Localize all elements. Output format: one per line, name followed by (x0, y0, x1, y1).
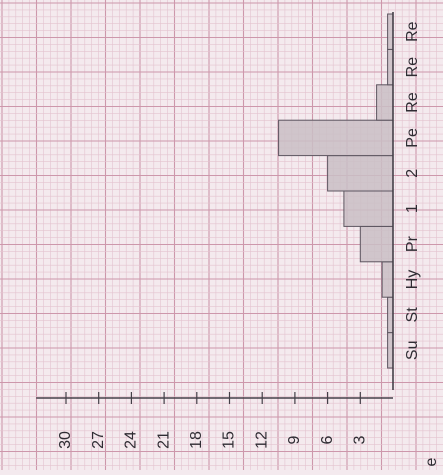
value-tick-label: 12 (253, 431, 270, 449)
bar (381, 261, 394, 298)
category-tick-label: 2 (404, 169, 421, 178)
value-tick-label: 9 (286, 435, 303, 444)
category-tick-label: Re (404, 57, 421, 78)
category-tick-label: 1 (404, 204, 421, 213)
bars (278, 13, 394, 369)
category-tick-label: Re (404, 21, 421, 42)
value-tick-label: 18 (188, 431, 205, 449)
bar (387, 13, 394, 50)
category-tick-label: Su (404, 341, 421, 361)
edge-label: e (423, 457, 440, 466)
value-tick-label: 3 (352, 435, 369, 444)
value-tick-label: 15 (221, 431, 238, 449)
value-tick-label: 24 (123, 431, 140, 449)
value-tick-label: 27 (90, 431, 107, 449)
category-tick-label: Hy (404, 270, 421, 290)
category-tick-label: Pe (404, 128, 421, 148)
bar (376, 84, 394, 121)
bar (278, 119, 394, 157)
category-tick-label: St (404, 307, 421, 323)
bar (327, 155, 394, 192)
category-tick-label: Re (404, 92, 421, 113)
value-tick-label: 6 (319, 435, 336, 444)
bar (387, 332, 394, 369)
category-tick-label: Pr (404, 235, 421, 252)
bar (387, 48, 394, 86)
bar (343, 190, 394, 227)
value-tick-label: 30 (57, 431, 74, 449)
bar (359, 225, 394, 263)
axes (36, 12, 394, 404)
value-tick-label: 21 (155, 431, 172, 449)
bar (387, 296, 394, 334)
